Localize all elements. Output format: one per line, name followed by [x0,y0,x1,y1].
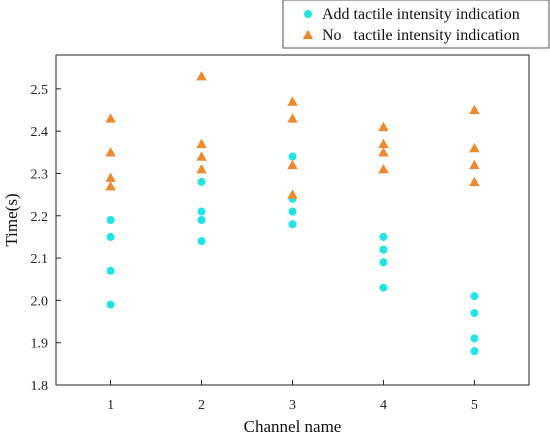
y-tick-label: 1.8 [31,379,49,394]
point-no-tactile [287,96,298,106]
point-add-tactile [470,334,479,343]
x-axis-title: Channel name [244,417,342,436]
point-add-tactile [197,237,206,246]
point-add-tactile [197,216,206,224]
legend: Add tactile intensity indication No tacti… [282,0,550,49]
point-no-tactile [287,189,298,199]
point-add-tactile [197,207,206,216]
point-no-tactile [469,104,480,115]
x-axis-ticks: 1 2 3 4 5 [107,380,478,413]
point-no-tactile [378,138,389,149]
y-axis-title: Time(s) [2,193,21,246]
y-tick-label: 2.0 [31,294,49,309]
y-tick-label: 2.2 [31,210,49,225]
point-no-tactile [196,151,207,161]
point-no-tactile [378,147,389,157]
x-tick-label: 2 [198,398,205,413]
x-tick-label: 3 [289,398,296,413]
point-no-tactile [196,138,207,149]
x-tick-label: 5 [471,398,478,413]
point-add-tactile [106,216,115,224]
legend-marker [302,29,314,40]
point-add-tactile [379,283,388,292]
point-no-tactile [287,159,298,170]
point-add-tactile [470,309,479,318]
point-no-tactile [469,176,480,187]
x-tick-label: 4 [380,398,387,413]
y-tick-label: 2.5 [31,83,49,98]
point-add-tactile [106,266,115,275]
point-add-tactile [288,207,297,216]
y-tick-label: 2.4 [31,125,49,140]
point-add-tactile [379,245,388,254]
point-add-tactile [106,232,115,241]
point-no-tactile [287,113,298,123]
point-no-tactile [196,164,207,174]
point-add-tactile [470,292,479,301]
legend-marker [304,10,312,18]
point-no-tactile [469,142,480,153]
point-no-tactile [105,113,116,123]
legend-label: Add tactile intensity indication [322,6,520,23]
point-add-tactile [288,220,297,229]
y-tick-label: 2.3 [31,167,49,182]
point-no-tactile [378,121,389,132]
data-points [105,70,480,356]
legend-box [282,0,550,49]
x-tick-label: 1 [107,398,114,413]
legend-label: No tactile intensity indication [322,27,520,44]
point-add-tactile [379,232,388,241]
point-add-tactile [106,300,115,309]
point-add-tactile [197,177,206,186]
point-no-tactile [105,147,116,157]
point-no-tactile [378,164,389,174]
y-axis-ticks: 1.8 1.9 2.0 2.1 2.2 2.3 2.4 2.5 [31,83,61,394]
point-add-tactile [470,347,479,356]
y-tick-label: 1.9 [31,337,49,352]
point-add-tactile [379,258,388,267]
point-no-tactile [469,159,480,170]
y-tick-label: 2.1 [31,252,49,267]
point-no-tactile [105,172,116,182]
point-add-tactile [288,152,297,161]
point-no-tactile [105,180,116,191]
point-no-tactile [196,70,207,81]
